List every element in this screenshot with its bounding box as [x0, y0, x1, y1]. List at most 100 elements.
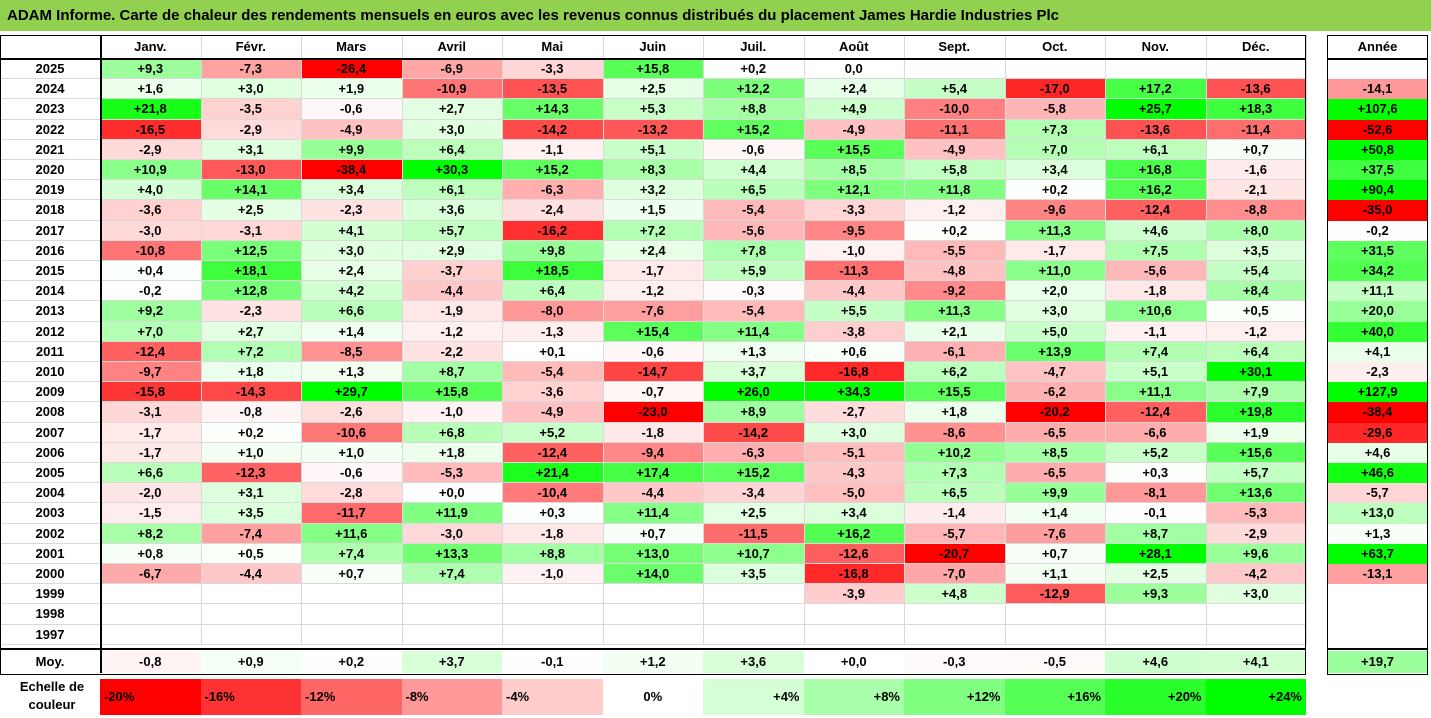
heatmap-cell: -17,0: [1004, 79, 1105, 100]
heatmap-cell: -7,6: [1004, 523, 1105, 544]
year-label: 2001: [35, 545, 65, 561]
heatmap-cell: +7,5: [1105, 240, 1206, 261]
heatmap-cell: 0,0: [803, 59, 904, 80]
heatmap-cell: -6,1: [904, 341, 1005, 362]
heatmap-cell: [502, 604, 603, 625]
heatmap-cell: -1,6: [1205, 160, 1306, 181]
heatmap-cell: -10,8: [100, 240, 201, 261]
heatmap-cell: -1,2: [904, 200, 1005, 221]
annual-cell: -52,6: [1328, 119, 1427, 140]
heatmap-cell: +3,1: [200, 139, 301, 160]
heatmap-cell: +11,6: [301, 523, 402, 544]
year-label: 2014: [35, 283, 65, 299]
heatmap-cell: [200, 624, 301, 645]
heatmap-cell: -3,0: [100, 220, 201, 241]
heatmap-cell: +9,3: [100, 59, 201, 80]
heatmap-cell: +7,3: [904, 463, 1005, 484]
average-cell: -0,3: [904, 650, 1005, 673]
gridline: [502, 35, 503, 645]
heatmap-cell: -2,4: [502, 200, 603, 221]
heatmap-cell: -11,1: [904, 119, 1005, 140]
heatmap-cell: [904, 604, 1005, 625]
heatmap-cell: -20,7: [904, 543, 1005, 564]
heatmap-cell: -5,4: [703, 200, 804, 221]
heatmap-cell: -26,4: [301, 59, 402, 80]
heatmap-cell: +6,1: [1105, 139, 1206, 160]
heatmap-cell: +4,1: [301, 220, 402, 241]
heatmap-cell: [301, 584, 402, 605]
heatmap-cell: -8,6: [904, 422, 1005, 443]
annual-cell: -0,2: [1328, 220, 1427, 241]
heatmap-cell: -5,7: [904, 523, 1005, 544]
gridline: [0, 421, 1305, 423]
heatmap-cell: -0,6: [703, 139, 804, 160]
heatmap-cell: -14,3: [200, 382, 301, 403]
annual-cell: +90,4: [1328, 180, 1427, 201]
heatmap-cell: -2,2: [401, 341, 502, 362]
heatmap-cell: -1,8: [602, 422, 703, 443]
heatmap-cell: +0,7: [1205, 139, 1306, 160]
heatmap-cell: +6,6: [301, 301, 402, 322]
heatmap-cell: +0,2: [703, 59, 804, 80]
heatmap-cell: +18,3: [1205, 99, 1306, 120]
heatmap-cell: +10,6: [1105, 301, 1206, 322]
heatmap-cell: -4,7: [1004, 362, 1105, 383]
average-cell: +1,2: [602, 650, 703, 673]
heatmap-cell: -2,9: [100, 139, 201, 160]
year-total-header: Année: [1357, 39, 1398, 54]
year-label: 1998: [35, 606, 65, 622]
color-scale-step: +8%: [803, 679, 904, 715]
gridline: [0, 623, 1305, 625]
heatmap-cell: -5,3: [1205, 503, 1306, 524]
gridline: [0, 522, 1305, 524]
year-label: 2007: [35, 424, 65, 440]
heatmap-cell: +3,1: [200, 483, 301, 504]
heatmap-cell: -12,4: [1105, 402, 1206, 423]
gridline: [1004, 35, 1006, 645]
heatmap-cell: +10,7: [703, 543, 804, 564]
heatmap-cell: +3,5: [200, 503, 301, 524]
year-label: 2024: [35, 81, 65, 97]
annual-cell: +34,2: [1328, 261, 1427, 282]
annual-cell: [1328, 584, 1427, 605]
heatmap-cell: -10,4: [502, 483, 603, 504]
annual-cell: +63,7: [1328, 543, 1427, 564]
heatmap-cell: +3,0: [803, 422, 904, 443]
gridline: [0, 300, 1305, 302]
year-label: 2003: [35, 505, 65, 521]
heatmap-cell: [502, 584, 603, 605]
year-label: 2006: [35, 444, 65, 460]
heatmap-cell: -13,5: [502, 79, 603, 100]
heatmap-cell: -3,1: [200, 220, 301, 241]
heatmap-cell: +8,5: [1004, 442, 1105, 463]
gridline: [1105, 35, 1106, 645]
heatmap-cell: -14,2: [703, 422, 804, 443]
heatmap-cell: -3,9: [803, 584, 904, 605]
heatmap-cell: [1105, 604, 1206, 625]
heatmap-cell: -3,5: [200, 99, 301, 120]
gridline: [0, 78, 1305, 80]
heatmap-cell: -16,2: [502, 220, 603, 241]
heatmap-cell: -6,5: [1004, 422, 1105, 443]
heatmap-cell: -4,9: [301, 119, 402, 140]
annual-cell: -29,6: [1328, 422, 1427, 443]
heatmap-cell: +0,5: [200, 543, 301, 564]
heatmap-cell: +8,5: [803, 160, 904, 181]
heatmap-cell: -2,1: [1205, 180, 1306, 201]
heatmap-cell: -1,2: [401, 321, 502, 342]
heatmap-cell: +7,0: [100, 321, 201, 342]
heatmap-cell: +0,4: [100, 261, 201, 282]
year-label: 1999: [35, 586, 65, 602]
heatmap-cell: [703, 604, 804, 625]
heatmap-cell: +2,7: [401, 99, 502, 120]
heatmap-cell: -2,3: [200, 301, 301, 322]
annual-cell: -13,1: [1328, 564, 1427, 585]
heatmap-cell: [602, 624, 703, 645]
annual-cell: +46,6: [1328, 463, 1427, 484]
heatmap-cell: +5,1: [1105, 362, 1206, 383]
average-cell: -0,8: [100, 650, 201, 673]
heatmap-cell: +3,0: [401, 119, 502, 140]
heatmap-cell: +0,1: [502, 341, 603, 362]
heatmap-cell: [100, 604, 201, 625]
